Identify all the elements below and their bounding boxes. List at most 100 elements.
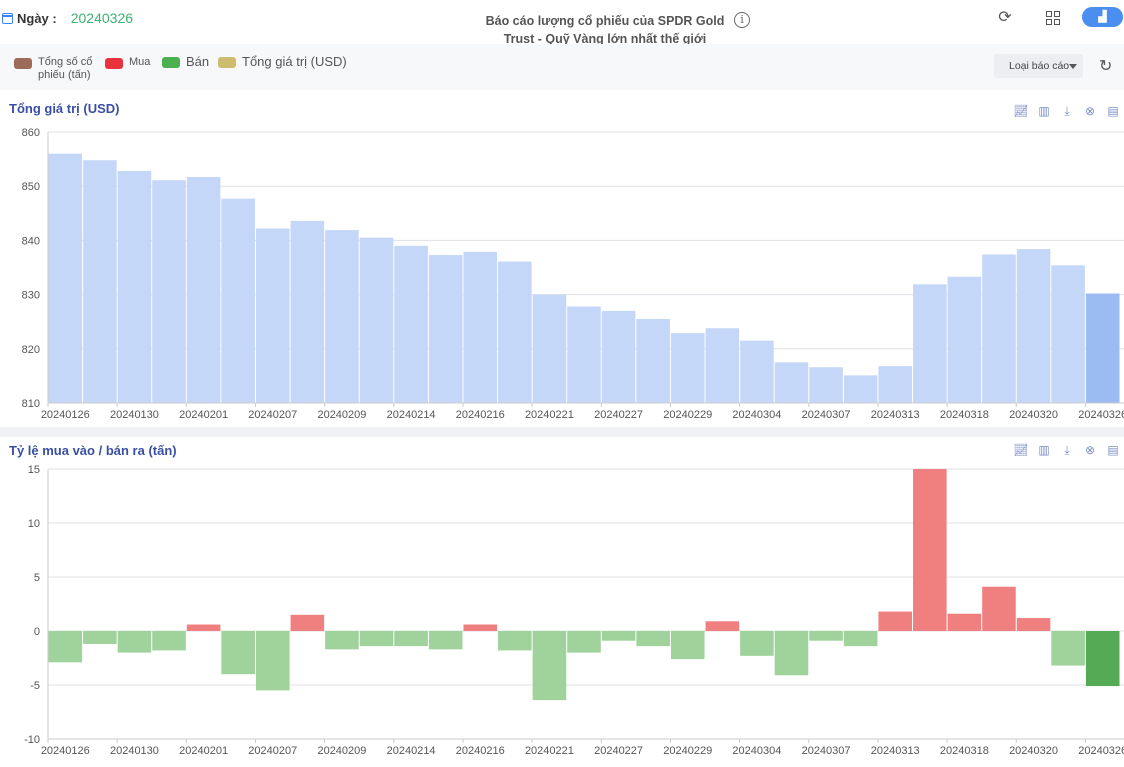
refresh-icon[interactable]: ⟳: [998, 9, 1012, 26]
x-tick-label: 20240207: [248, 745, 297, 757]
download-icon[interactable]: ⤓: [1064, 443, 1070, 457]
bar[interactable]: [152, 631, 186, 651]
bar[interactable]: [843, 631, 878, 647]
bar[interactable]: [1051, 631, 1085, 666]
bar[interactable]: [809, 631, 843, 641]
bar[interactable]: [359, 237, 394, 403]
bar[interactable]: [1051, 265, 1085, 403]
bar[interactable]: [947, 613, 982, 631]
y-tick-label: -10: [24, 734, 40, 746]
legend-label-2: phiếu (tấn): [38, 69, 91, 81]
line-chart-icon[interactable]: 📈︎: [1013, 443, 1029, 457]
bar[interactable]: [843, 375, 878, 403]
bar[interactable]: [982, 586, 1016, 631]
reload-icon[interactable]: ↻: [1099, 58, 1113, 75]
bar[interactable]: [913, 284, 947, 403]
bar[interactable]: [878, 611, 913, 631]
x-tick-label: 20240307: [802, 745, 851, 757]
close-circle-icon[interactable]: ⊗: [1084, 443, 1096, 457]
legend-item-buy[interactable]: Mua: [105, 56, 150, 69]
bar[interactable]: [394, 631, 428, 647]
y-tick-label: 0: [34, 626, 40, 638]
bar[interactable]: [567, 631, 601, 653]
bar[interactable]: [255, 631, 290, 691]
download-icon[interactable]: ⤓: [1064, 104, 1070, 118]
bar[interactable]: [255, 228, 290, 403]
line-chart-icon[interactable]: 📈︎: [1013, 104, 1029, 118]
bar[interactable]: [221, 631, 255, 675]
bar[interactable]: [498, 631, 532, 651]
x-tick-label: 20240318: [940, 409, 989, 421]
bar[interactable]: [290, 614, 325, 631]
bar[interactable]: [670, 631, 705, 660]
bar[interactable]: [186, 624, 221, 631]
bar[interactable]: [705, 328, 740, 403]
bar-chart-icon[interactable]: ▥: [1038, 443, 1050, 457]
x-tick-label: 20240216: [456, 409, 505, 421]
grid-icon[interactable]: [1044, 9, 1062, 27]
bar[interactable]: [290, 220, 325, 403]
bar[interactable]: [428, 631, 463, 650]
bar[interactable]: [567, 306, 601, 403]
bar[interactable]: [48, 631, 83, 663]
bar[interactable]: [774, 631, 809, 676]
bar[interactable]: [221, 198, 255, 403]
chevron-down-icon: [1069, 64, 1077, 69]
x-tick-label: 20240229: [663, 409, 712, 421]
bar[interactable]: [878, 366, 913, 403]
info-icon[interactable]: i: [734, 12, 750, 28]
bar[interactable]: [1085, 631, 1120, 687]
date-value[interactable]: 20240326: [70, 10, 134, 26]
legend-item-total-shares[interactable]: Tổng số cổ phiếu (tấn): [14, 56, 92, 82]
bar[interactable]: [947, 276, 982, 403]
report-type-dropdown[interactable]: Loại báo cáo: [994, 54, 1083, 78]
bar[interactable]: [670, 333, 705, 403]
bar[interactable]: [636, 318, 670, 403]
legend-item-sell[interactable]: Bán: [162, 55, 209, 69]
bar[interactable]: [740, 631, 774, 656]
bar[interactable]: [1016, 249, 1051, 403]
bar[interactable]: [636, 631, 670, 647]
bar[interactable]: [463, 624, 498, 631]
bar[interactable]: [359, 631, 394, 647]
data-view-icon[interactable]: ▤: [1107, 104, 1119, 118]
bar[interactable]: [498, 261, 532, 403]
bar[interactable]: [83, 631, 117, 644]
close-circle-icon[interactable]: ⊗: [1084, 104, 1096, 118]
bar[interactable]: [532, 294, 567, 403]
bar-chart-icon[interactable]: ▥: [1038, 104, 1050, 118]
bar[interactable]: [1016, 618, 1051, 631]
bar[interactable]: [913, 469, 947, 631]
x-tick-label: 20240209: [317, 745, 366, 757]
x-tick-label: 20240326: [1078, 745, 1124, 757]
data-view-icon[interactable]: ▤: [1107, 443, 1119, 457]
bar[interactable]: [48, 153, 83, 403]
date-label: Ngày :: [17, 10, 57, 26]
bar[interactable]: [532, 631, 567, 701]
bar[interactable]: [463, 251, 498, 403]
bar[interactable]: [601, 310, 636, 403]
bar[interactable]: [152, 180, 186, 403]
x-tick-label: 20240216: [456, 745, 505, 757]
report-type-label: Loại báo cáo: [1009, 60, 1070, 72]
bar[interactable]: [394, 245, 428, 403]
bar[interactable]: [809, 367, 843, 403]
bar[interactable]: [83, 160, 117, 403]
legend-swatch: [162, 57, 180, 68]
bar[interactable]: [740, 340, 774, 403]
legend-item-total-value[interactable]: Tổng giá trị (USD): [218, 55, 347, 69]
bar[interactable]: [117, 631, 152, 653]
bar[interactable]: [325, 631, 359, 650]
bar[interactable]: [428, 255, 463, 403]
bar[interactable]: [705, 621, 740, 631]
y-tick-label: 830: [22, 290, 40, 302]
bar[interactable]: [186, 176, 221, 403]
bar[interactable]: [325, 230, 359, 403]
bar[interactable]: [1085, 293, 1120, 403]
chart-toggle-icon[interactable]: ▟: [1082, 7, 1123, 27]
bar[interactable]: [774, 362, 809, 403]
date-selector[interactable]: Ngày : 20240326: [2, 10, 133, 26]
bar[interactable]: [982, 254, 1016, 403]
bar[interactable]: [117, 171, 152, 403]
bar[interactable]: [601, 631, 636, 641]
